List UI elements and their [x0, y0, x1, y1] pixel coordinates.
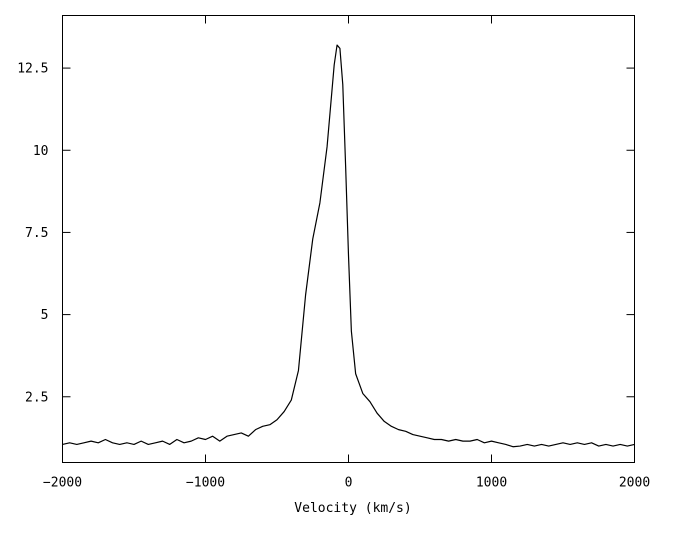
y-tick-label: 2.5 — [25, 390, 48, 405]
y-axis-ticks — [62, 67, 635, 398]
y-tick-label: 5 — [41, 308, 49, 323]
x-tick-label: 1000 — [476, 476, 507, 491]
x-tick-label: 2000 — [619, 476, 650, 491]
y-tick-label: 7.5 — [25, 226, 48, 241]
x-axis-title: Velocity (km/s) — [294, 501, 411, 516]
spectrum-line — [62, 44, 635, 448]
y-tick-label: 10 — [33, 144, 49, 159]
x-tick-label: −1000 — [186, 476, 225, 491]
x-tick-label: −2000 — [43, 476, 82, 491]
y-axis-tick-labels: 2.5 5 7.5 10 12.5 — [17, 62, 48, 406]
y-tick-label: 12.5 — [17, 62, 48, 77]
x-tick-label: 0 — [345, 476, 353, 491]
x-axis-ticks — [62, 15, 635, 463]
x-axis-tick-labels: −2000 −1000 0 1000 2000 — [43, 476, 650, 491]
